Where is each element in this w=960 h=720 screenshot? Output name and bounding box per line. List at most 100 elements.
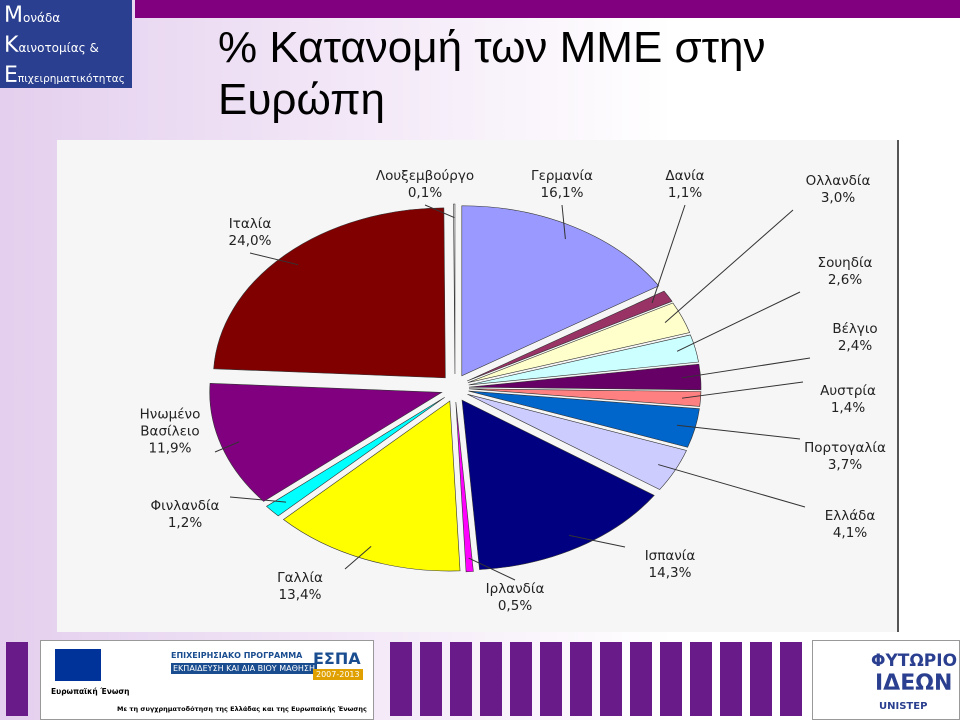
value-label: 2,6% <box>827 272 863 288</box>
decor-square <box>600 642 622 716</box>
pie-slice <box>468 334 699 386</box>
slice-label: Αυστρία 1,4% <box>788 383 908 417</box>
decor-square <box>750 642 772 716</box>
slice-label: Ελλάδα 4,1% <box>790 508 910 542</box>
decor-square <box>660 642 682 716</box>
value-label: 13,4% <box>278 587 322 603</box>
pie-slice <box>461 399 655 570</box>
slice-label: Λουξεμβούργο 0,1% <box>365 168 485 202</box>
incubator: ΦΥΤΩΡΙΟ <box>871 651 958 671</box>
top-bar <box>135 0 960 18</box>
category-label: Ολλανδία <box>805 173 871 189</box>
pie-slice <box>468 390 700 448</box>
pie-slice <box>468 388 702 407</box>
value-label: 24,0% <box>228 233 272 249</box>
value-label: 2,4% <box>837 338 873 354</box>
programme: ΕΚΠΑΙΔΕΥΣΗ ΚΑΙ ΔΙΑ ΒΙΟΥ ΜΑΘΗΣΗ <box>171 663 317 674</box>
pie-slice <box>468 363 702 391</box>
category-label: Δανία <box>665 168 705 184</box>
value-label: 0,1% <box>407 185 443 201</box>
slice-label: Βέλγιο 2,4% <box>795 321 915 355</box>
slice-label: Πορτογαλία 3,7% <box>785 440 905 474</box>
pie-slice <box>213 207 446 379</box>
eu-label: Ευρωπαϊκή Ένωση <box>51 687 130 696</box>
pie-slice <box>461 205 660 377</box>
category-label: Ελλάδα <box>824 508 876 524</box>
slice-label: Δανία 1,1% <box>625 168 745 202</box>
category-label: Ηνωμένο Βασίλειο <box>139 406 201 440</box>
pie-slice <box>266 397 445 517</box>
slice-label: Γαλλία 13,4% <box>240 570 360 604</box>
leader-line <box>229 496 287 503</box>
category-label: Αυστρία <box>820 383 876 399</box>
leader-line <box>344 546 372 570</box>
pie-slice <box>453 203 456 375</box>
programme: ΕΠΙΧΕΙΡΗΣΙΑΚΟ ΠΡΟΓΡΑΜΜΑ <box>171 651 303 660</box>
logo-text: Καινοτομίας & <box>4 33 99 58</box>
category-label: Γερμανία <box>531 168 593 184</box>
value-label: 3,7% <box>827 457 863 473</box>
slice-label: Ολλανδία 3,0% <box>778 173 898 207</box>
value-label: 11,9% <box>148 440 192 457</box>
value-label: 14,3% <box>648 565 692 581</box>
leader-line <box>249 252 299 266</box>
leader-line <box>651 204 686 304</box>
pie-slice <box>282 400 461 572</box>
incubator-logo: ΦΥΤΩΡΙΟ ΙΔΕΩΝ UNISTEP <box>812 640 960 720</box>
category-label: Ιρλανδία <box>485 581 545 597</box>
value-label: 4,1% <box>832 525 868 541</box>
decor-square <box>480 642 502 716</box>
pie-slice <box>455 401 474 573</box>
value-label: 1,1% <box>667 185 703 201</box>
slice-label: Ηνωμένο Βασίλειο 11,9% <box>128 407 213 458</box>
decor-square <box>420 642 442 716</box>
pie-slice <box>467 302 691 383</box>
eu-flag <box>55 649 101 681</box>
value-label: 1,2% <box>167 515 203 531</box>
incubator: UNISTEP <box>879 701 928 712</box>
leader-line <box>676 291 801 352</box>
leader-line <box>664 209 794 324</box>
leader-line <box>569 534 626 548</box>
logo-text: Μονάδα <box>4 3 61 28</box>
pie-slice <box>467 393 687 490</box>
leader-line <box>561 204 566 240</box>
slice-label: Ισπανία 14,3% <box>610 548 730 582</box>
decor-square <box>390 642 412 716</box>
category-label: Βέλγιο <box>832 321 878 337</box>
pie-slice <box>209 383 443 502</box>
value-label: 3,0% <box>820 190 856 206</box>
category-label: Πορτογαλία <box>804 440 886 456</box>
decor-square <box>720 642 742 716</box>
category-label: Ιταλία <box>228 216 272 232</box>
value-label: 0,5% <box>497 598 533 614</box>
category-label: Λουξεμβούργο <box>375 168 475 184</box>
decor-square <box>6 642 28 716</box>
category-label: Ισπανία <box>644 548 696 564</box>
incubator: ΙΔΕΩΝ <box>875 671 953 696</box>
value-label: 1,4% <box>830 400 866 416</box>
footer-logos: Ευρωπαϊκή Ένωση ΕΠΙΧΕΙΡΗΣΙΑΚΟ ΠΡΟΓΡΑΜΜΑ … <box>40 640 374 720</box>
leader-line <box>424 204 455 219</box>
leader-line <box>214 441 240 453</box>
category-label: Γαλλία <box>277 570 323 586</box>
logo: Μονάδα Καινοτομίας & Επιχειρηματικότητας <box>0 0 132 88</box>
decor-square <box>570 642 592 716</box>
decor-square <box>690 642 712 716</box>
decor-square <box>450 642 472 716</box>
decor-square <box>630 642 652 716</box>
slice-label: Ιταλία 24,0% <box>190 216 310 250</box>
value-label: 16,1% <box>540 185 584 201</box>
espa: ΕΣΠΑ <box>313 649 361 668</box>
pie-slice <box>467 290 673 382</box>
leader-line <box>681 381 804 399</box>
chart-area: Γερμανία 16,1% Δανία 1,1% Ολλανδία 3,0% Σουηδί… <box>57 140 899 632</box>
slide-title: % Κατανομή των ΜΜΕ στην Ευρώπη <box>218 23 766 124</box>
decor-square <box>510 642 532 716</box>
slice-label: Φινλανδία 1,2% <box>125 498 245 532</box>
decor-square <box>780 642 802 716</box>
leader-line <box>681 357 811 379</box>
cofunding: Με τη συγχρηματοδότηση της Ελλάδας και τ… <box>117 705 367 713</box>
category-label: Φινλανδία <box>150 498 220 514</box>
